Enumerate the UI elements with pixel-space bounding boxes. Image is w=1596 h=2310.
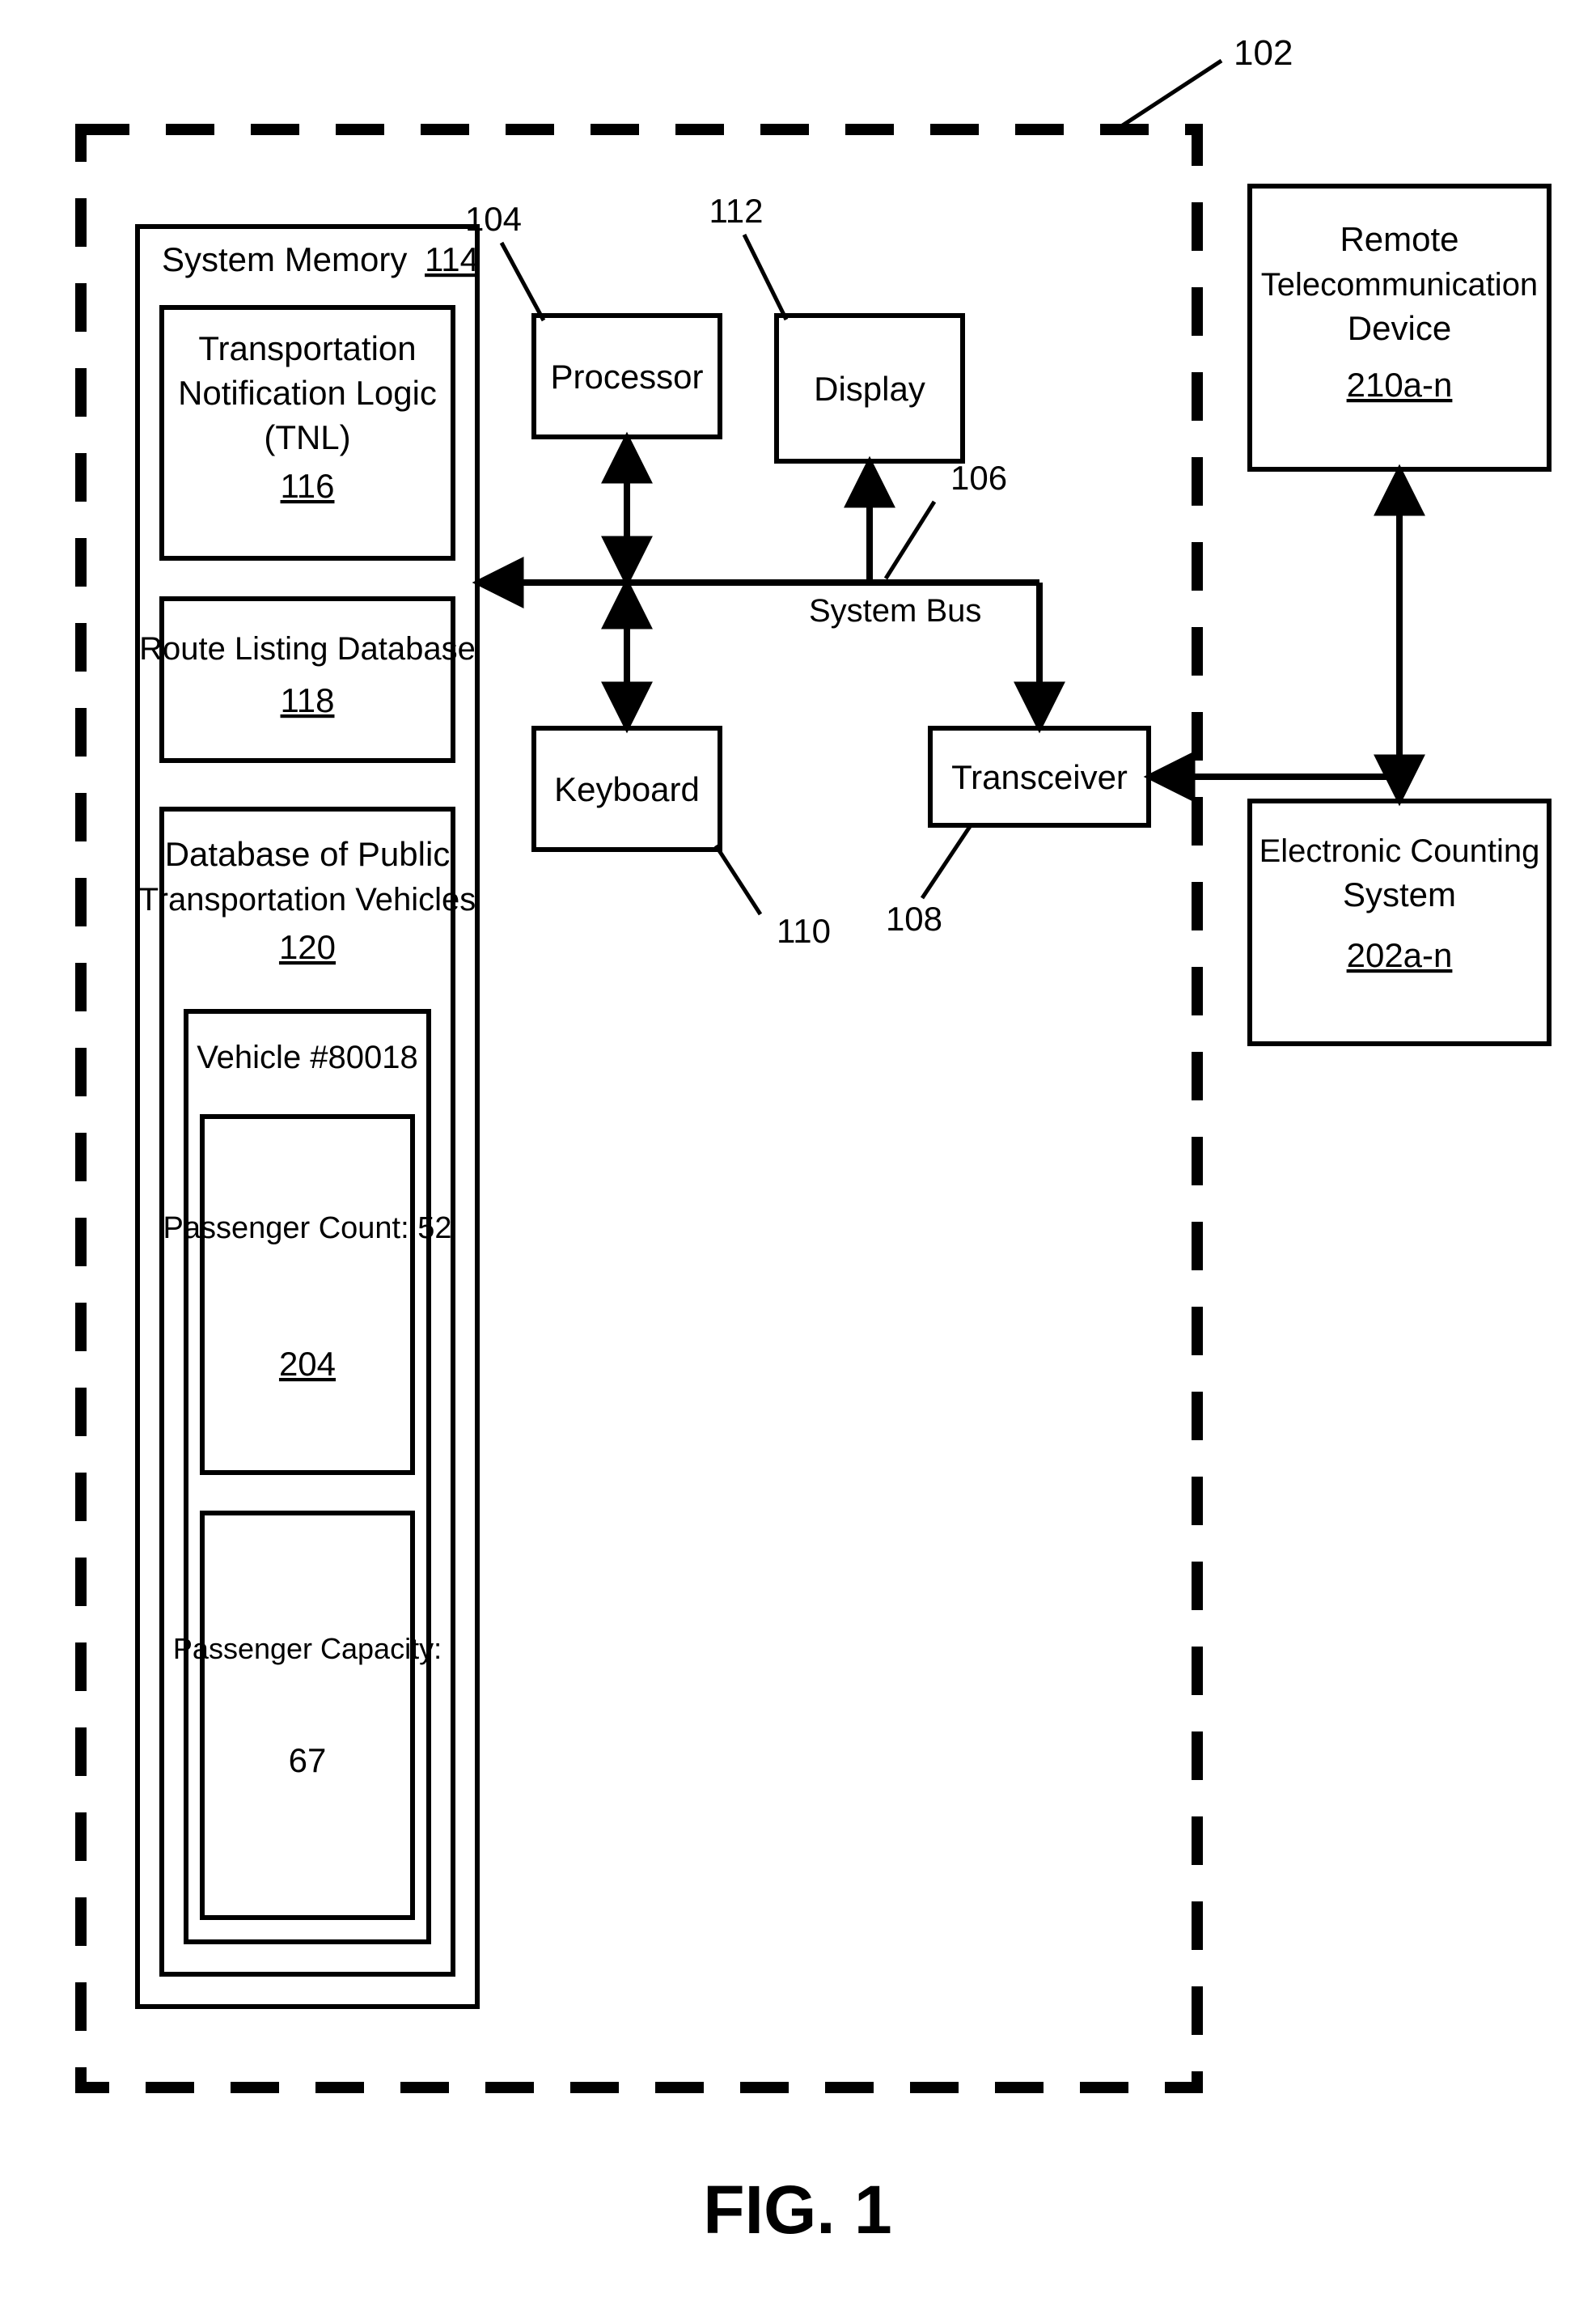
passenger-capacity-l2: 67 xyxy=(289,1741,327,1779)
ref-112-leader xyxy=(744,235,786,320)
transceiver-ref: 108 xyxy=(886,900,942,938)
vehicles-db-box xyxy=(162,809,453,1974)
system-bus-label: System Bus xyxy=(809,593,981,629)
keyboard-label: Keyboard xyxy=(554,770,700,808)
vehicle-box xyxy=(186,1011,429,1942)
system-bus-ref: 106 xyxy=(950,459,1007,497)
route-db-ref: 118 xyxy=(281,681,335,719)
transceiver-label: Transceiver xyxy=(951,758,1128,796)
ref-108-leader xyxy=(922,825,971,898)
system-memory-group: System Memory 114 Transportation Notific… xyxy=(138,227,479,2007)
processor-label: Processor xyxy=(550,358,703,396)
tnl-l2: Notification Logic xyxy=(178,374,437,412)
electronic-counting-ref: 202a-n xyxy=(1347,936,1453,974)
electronic-counting-l2: System xyxy=(1343,875,1456,913)
vehdb-l1: Database of Public xyxy=(165,835,451,873)
system-memory-title: System Memory 114 xyxy=(162,240,479,278)
vehdb-l2: Transportation Vehicles xyxy=(139,882,476,918)
passenger-count-label: Passenger Count: 52 xyxy=(163,1211,451,1245)
diagram-root: 102 System Memory 114 Transportation Not… xyxy=(0,0,1596,2306)
remote-telecom-l1: Remote xyxy=(1340,220,1458,258)
display-label: Display xyxy=(814,370,925,408)
processor-ref: 104 xyxy=(465,200,522,238)
tnl-l1: Transportation xyxy=(198,329,416,367)
remote-telecom-l2: Telecommunication xyxy=(1261,267,1538,303)
remote-telecom-ref: 210a-n xyxy=(1347,366,1453,404)
vehdb-ref: 120 xyxy=(279,928,336,966)
passenger-capacity-l1: Passenger Capacity: xyxy=(173,1632,442,1665)
passenger-count-ref: 204 xyxy=(279,1345,336,1383)
tnl-ref: 116 xyxy=(281,467,335,505)
ref-104-leader xyxy=(502,243,544,320)
display-ref: 112 xyxy=(709,192,764,230)
route-db-label: Route Listing Database xyxy=(139,631,476,667)
ref-102: 102 xyxy=(1234,33,1293,73)
vehicle-header: Vehicle #80018 xyxy=(197,1040,418,1075)
electronic-counting-l1: Electronic Counting xyxy=(1259,833,1540,869)
passenger-count-box xyxy=(202,1117,413,1473)
ref-102-leader xyxy=(1116,61,1221,129)
remote-telecom-l3: Device xyxy=(1348,309,1451,347)
tnl-l3: (TNL) xyxy=(264,418,350,456)
passenger-capacity-box xyxy=(202,1513,413,1918)
dashed-boundary xyxy=(81,129,1197,2087)
ref-110-leader xyxy=(716,846,760,914)
route-db-box xyxy=(162,599,453,761)
ref-106-leader xyxy=(886,502,934,579)
keyboard-ref: 110 xyxy=(777,912,831,950)
figure-label: FIG. 1 xyxy=(703,2172,891,2248)
